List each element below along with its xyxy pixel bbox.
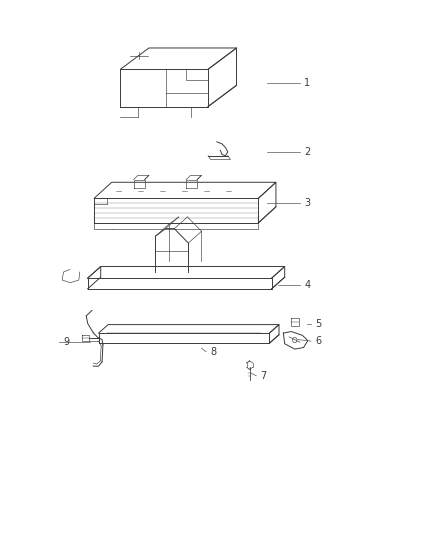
Text: 4: 4 [304,280,311,290]
Text: 8: 8 [210,347,216,357]
Text: 1: 1 [304,78,311,87]
Text: 6: 6 [315,336,321,346]
Text: 3: 3 [304,198,311,207]
Text: 7: 7 [261,371,267,381]
Text: 9: 9 [64,337,70,347]
Text: 5: 5 [315,319,321,328]
Text: 2: 2 [304,147,311,157]
